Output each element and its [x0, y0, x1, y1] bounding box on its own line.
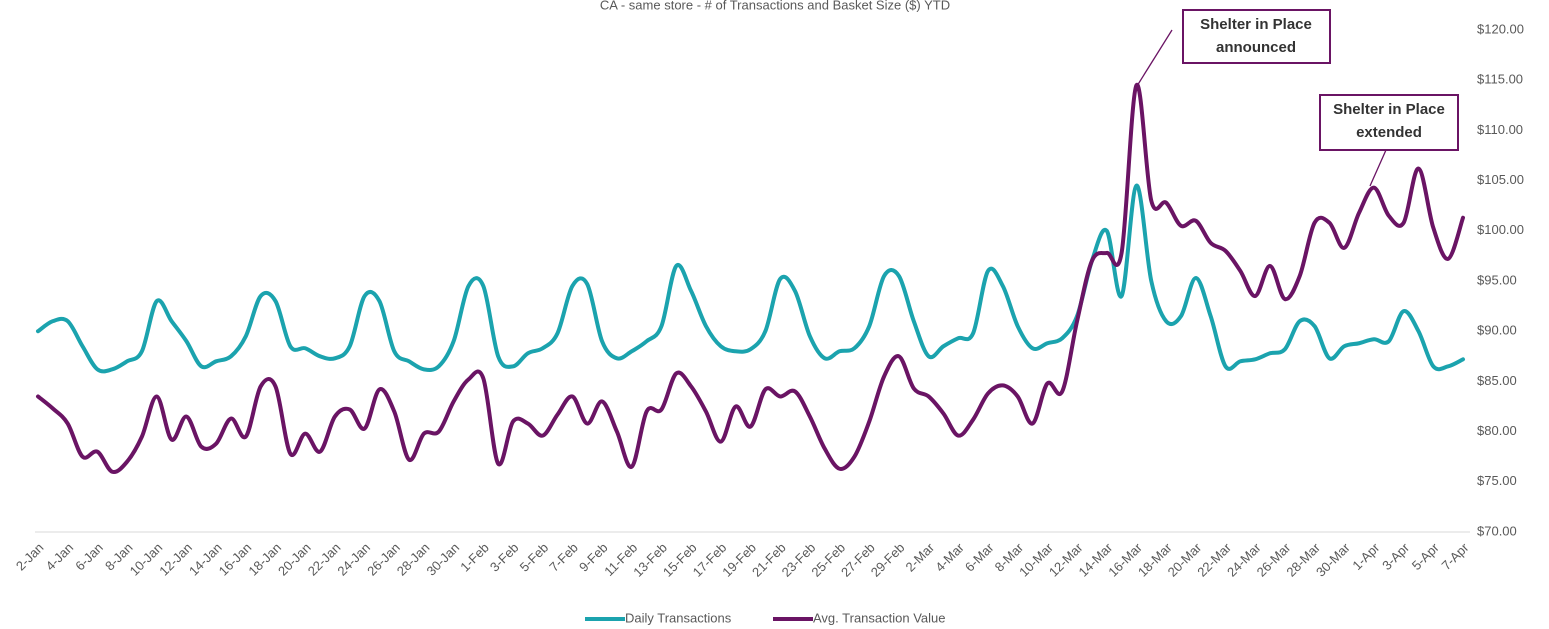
y-tick-label: $110.00	[1477, 122, 1523, 137]
x-tick-label: 3-Feb	[487, 540, 522, 575]
x-tick-label: 4-Jan	[43, 540, 77, 574]
y-tick-label: $120.00	[1477, 21, 1524, 36]
x-tick-label: 20-Jan	[275, 540, 314, 579]
x-tick-label: 30-Jan	[423, 540, 462, 579]
x-tick-label: 14-Jan	[186, 540, 225, 579]
x-tick-label: 16-Jan	[216, 540, 255, 579]
annotation-text: announced	[1216, 39, 1296, 56]
annotation-box	[1182, 9, 1331, 64]
y-tick-label: $80.00	[1477, 423, 1517, 438]
chart-title: CA - same store - # of Transactions and …	[600, 0, 950, 12]
x-tick-label: 4-Mar	[932, 539, 967, 574]
x-tick-label: 28-Jan	[394, 540, 433, 579]
x-tick-label: 7-Apr	[1438, 539, 1472, 573]
x-tick-label: 7-Feb	[546, 540, 581, 575]
x-tick-label: 24-Jan	[334, 540, 373, 579]
y-tick-label: $95.00	[1477, 272, 1517, 287]
y-tick-label: $70.00	[1477, 523, 1517, 538]
x-tick-label: 3-Apr	[1379, 539, 1413, 573]
y-tick-label: $75.00	[1477, 473, 1517, 488]
x-tick-label: 30-Mar	[1313, 539, 1353, 579]
x-tick-label: 12-Jan	[156, 540, 195, 579]
annotation-text: Shelter in Place	[1333, 101, 1445, 118]
x-tick-label: 26-Jan	[364, 540, 403, 579]
y-tick-label: $105.00	[1477, 172, 1524, 187]
x-tick-label: 6-Jan	[72, 540, 106, 574]
annotation-box	[1319, 94, 1459, 151]
x-tick-label: 10-Jan	[127, 540, 166, 579]
x-tick-label: 5-Feb	[517, 540, 552, 575]
x-tick-label: 18-Jan	[245, 540, 284, 579]
x-tick-label: 2-Mar	[903, 539, 938, 574]
annotation-text: extended	[1356, 124, 1422, 141]
x-tick-label: 22-Jan	[305, 540, 344, 579]
annotation-text: Shelter in Place	[1200, 16, 1312, 33]
legend-label: Daily Transactions	[625, 610, 732, 625]
x-tick-label: 5-Apr	[1409, 539, 1443, 573]
y-tick-label: $90.00	[1477, 323, 1517, 338]
y-tick-label: $100.00	[1477, 222, 1524, 237]
annotation-pointer	[1136, 29, 1173, 87]
x-tick-label: 6-Mar	[962, 539, 997, 574]
y-tick-label: $85.00	[1477, 373, 1517, 388]
x-tick-label: 2-Jan	[13, 540, 47, 574]
y-tick-label: $115.00	[1477, 72, 1523, 87]
line-series	[36, 183, 1465, 374]
x-tick-label: 1-Apr	[1349, 539, 1383, 573]
annotation-pointer	[1369, 149, 1387, 187]
line-series	[36, 83, 1465, 475]
x-tick-label: 29-Feb	[868, 540, 908, 580]
x-tick-label: 1-Feb	[457, 540, 492, 575]
legend-label: Avg. Transaction Value	[813, 610, 946, 625]
